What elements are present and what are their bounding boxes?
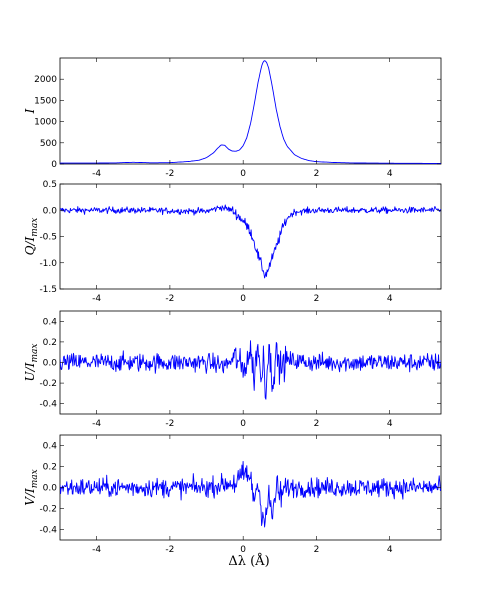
- y-tick-label: 0.4: [43, 442, 58, 452]
- x-tick-label: -2: [165, 545, 174, 555]
- y-tick-label: -1.0: [39, 259, 57, 269]
- y-tick-label: -0.2: [39, 505, 57, 515]
- plot-frame: [59, 57, 442, 165]
- y-tick-label: -0.5: [39, 233, 57, 243]
- chart-panels: -4 -2 0 2 4 0 500 1000 1500 2000 I -4 -2 0 2 4 -1.5 -1.0 -…: [23, 57, 442, 555]
- y-axis-label: I: [23, 108, 37, 114]
- y-tick-label: -0.4: [39, 526, 57, 536]
- y-tick-label: 0.0: [43, 206, 58, 216]
- panel-stokes-i: -4 -2 0 2 4 0 500 1000 1500 2000 I: [23, 57, 442, 179]
- plot-frame: [59, 183, 442, 290]
- x-tick-label: 4: [387, 169, 393, 179]
- x-tick-label: 2: [314, 545, 320, 555]
- panel-stokes-u: -4 -2 0 2 4-0.4-0.20.00.20.4U/Imax: [23, 310, 442, 429]
- x-tick-label: 2: [314, 419, 320, 429]
- y-tick-label: 0.0: [43, 359, 58, 369]
- x-tick-label: 2: [314, 294, 320, 304]
- y-tick-label: 0.2: [43, 463, 57, 473]
- panel-stokes-v: -4 -2 0 2 4-0.4-0.20.00.20.4V/Imax: [23, 434, 442, 555]
- y-tick-label: 0.2: [43, 338, 57, 348]
- y-tick-label: 1500: [34, 96, 57, 106]
- x-tick-label: -4: [92, 294, 101, 304]
- y-tick-label: 1000: [34, 118, 57, 128]
- y-tick-label: 0.0: [43, 484, 58, 494]
- series-line-stokes-q: [60, 204, 441, 279]
- x-tick-label: 4: [387, 294, 393, 304]
- x-tick-label: -2: [165, 294, 174, 304]
- y-tick-label: 500: [40, 139, 57, 149]
- x-tick-label: -4: [92, 419, 101, 429]
- x-tick-label: 2: [314, 169, 320, 179]
- x-tick-label: 4: [387, 419, 393, 429]
- x-tick-label: -2: [165, 169, 174, 179]
- x-tick-label: 4: [387, 545, 393, 555]
- x-axis-label: Δλ (Å): [228, 553, 269, 569]
- x-tick-label: 0: [240, 169, 246, 179]
- x-tick-label: 0: [240, 419, 246, 429]
- x-tick-label: -4: [92, 545, 101, 555]
- y-tick-label: 0.5: [43, 180, 57, 190]
- y-tick-label: 2000: [34, 75, 57, 85]
- y-tick-label: -1.5: [39, 285, 57, 295]
- x-tick-label: -4: [92, 169, 101, 179]
- x-tick-label: 0: [240, 545, 246, 555]
- series-line-stokes-u: [60, 340, 441, 400]
- y-tick-label: -0.4: [39, 400, 57, 410]
- y-tick-label: -0.2: [39, 379, 57, 389]
- series-line-stokes-v: [60, 460, 441, 528]
- y-tick-label: 0.4: [43, 317, 58, 327]
- x-tick-label: 0: [240, 294, 246, 304]
- x-tick-label: -2: [165, 419, 174, 429]
- y-tick-label: 0: [51, 160, 57, 170]
- panel-stokes-q: -4 -2 0 2 4-1.5-1.0-0.50.00.5Q/Imax: [23, 180, 442, 304]
- series-line-stokes-i: [60, 60, 441, 164]
